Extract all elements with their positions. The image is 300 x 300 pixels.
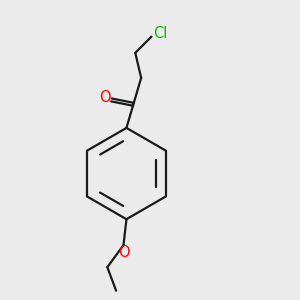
Text: O: O	[118, 245, 129, 260]
Text: Cl: Cl	[153, 26, 167, 40]
Text: O: O	[99, 90, 111, 105]
